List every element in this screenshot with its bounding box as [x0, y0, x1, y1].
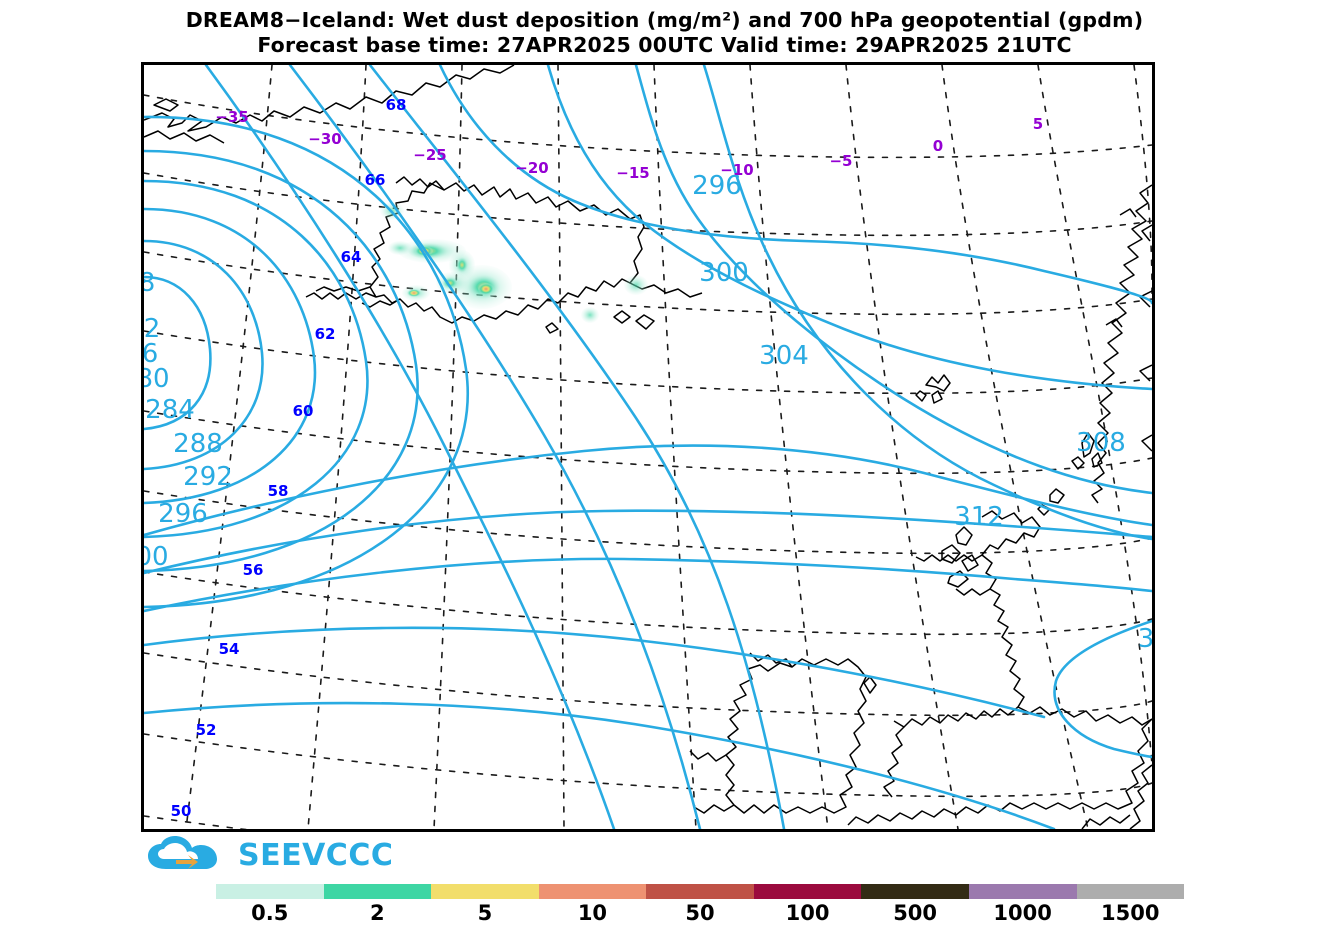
- colorbar-label-10: 10: [577, 901, 608, 925]
- chart-title-block: DREAM8−Iceland: Wet dust deposition (mg/…: [0, 8, 1329, 58]
- contour-label-clip-00: 00: [144, 542, 169, 572]
- contour-label-296-west: 296: [158, 499, 208, 529]
- colorbar-segment-5: [753, 884, 862, 899]
- colorbar-tick-labels: 0.5 2 5 10 50 100 500 1000 1500: [216, 901, 1184, 925]
- lon-label-5: 5: [1033, 115, 1043, 133]
- title-line-times: Forecast base time: 27APR2025 00UTC Vali…: [257, 33, 1072, 57]
- map-canvas: −35 −30 −25 −20 −15 −10 −5 0 5 68 66 64 …: [144, 65, 1152, 829]
- contour-labels: 8 2 6 80 284 288 292 296 00 296 300 304 …: [144, 171, 1152, 654]
- lon-label--15: −15: [616, 164, 649, 182]
- contour-label-clip-2: 2: [144, 314, 160, 344]
- contour-label-clip-6: 6: [144, 339, 158, 369]
- contour-label-304: 304: [759, 341, 809, 371]
- longitude-labels: −35 −30 −25 −20 −15 −10 −5 0 5: [215, 108, 1043, 182]
- contour-label-clip-3: 3: [1138, 624, 1152, 654]
- lon-label--30: −30: [308, 130, 341, 148]
- colorbar-segment-8: [1076, 884, 1185, 899]
- lon-label--35: −35: [215, 108, 248, 126]
- lat-label-66: 66: [365, 171, 386, 189]
- lon-label--5: −5: [829, 152, 852, 170]
- seevccc-logo: SEEVCCC: [146, 833, 393, 879]
- lat-label-50: 50: [171, 802, 192, 820]
- coastlines: [144, 65, 1152, 829]
- title-line-primary: DREAM8−Iceland: Wet dust deposition (mg/…: [185, 8, 1144, 32]
- colorbar-block: 0.5 2 5 10 50 100 500 1000 1500: [216, 884, 1185, 925]
- colorbar-segment-0: [216, 884, 324, 899]
- lon-label--10: −10: [720, 161, 753, 179]
- graticule-longitude: [185, 65, 1152, 829]
- colorbar-label-1000: 1000: [993, 901, 1052, 925]
- colorbar-label-0.5: 0.5: [251, 901, 289, 925]
- contour-label-296: 296: [692, 171, 742, 201]
- colorbar-segment-3: [538, 884, 647, 899]
- colorbar-label-100: 100: [785, 901, 830, 925]
- lat-label-54: 54: [219, 640, 240, 658]
- lon-label--25: −25: [413, 146, 446, 164]
- lat-label-60: 60: [293, 402, 314, 420]
- colorbar-label-1500: 1500: [1100, 901, 1160, 925]
- lat-label-52: 52: [196, 721, 217, 739]
- geopotential-contours: [144, 65, 1152, 829]
- latitude-labels: 68 66 64 62 60 58 56 54 52 50: [171, 96, 407, 820]
- lat-label-56: 56: [243, 561, 264, 579]
- lat-label-62: 62: [315, 325, 336, 343]
- colorbar-segment-1: [323, 884, 432, 899]
- cloud-icon: [148, 836, 217, 869]
- map-panel: −35 −30 −25 −20 −15 −10 −5 0 5 68 66 64 …: [141, 62, 1155, 832]
- lat-label-64: 64: [341, 248, 362, 266]
- contour-label-292: 292: [183, 462, 233, 492]
- colorbar-segment-4: [646, 884, 754, 899]
- colorbar-strip: [216, 884, 1185, 899]
- contour-label-312: 312: [954, 502, 1004, 532]
- colorbar-segment-6: [861, 884, 969, 899]
- colorbar-label-500: 500: [893, 901, 938, 925]
- colorbar-label-50: 50: [685, 901, 715, 925]
- contour-label-clip-8: 8: [144, 268, 155, 298]
- contour-label-clip-80: 80: [144, 364, 170, 394]
- colorbar-label-2: 2: [370, 901, 385, 925]
- lon-label-0: 0: [933, 137, 943, 155]
- arrow-icon: [176, 855, 198, 869]
- logo-text: SEEVCCC: [238, 838, 394, 873]
- contour-label-300: 300: [699, 258, 749, 288]
- colorbar-segment-7: [968, 884, 1077, 899]
- colorbar-label-5: 5: [477, 901, 493, 925]
- colorbar-segment-2: [431, 884, 539, 899]
- contour-label-308: 308: [1076, 428, 1126, 458]
- lat-label-58: 58: [268, 482, 289, 500]
- graticule-latitude: [144, 94, 1152, 829]
- contour-label-284: 284: [145, 395, 195, 425]
- lon-label--20: −20: [515, 159, 548, 177]
- contour-label-288: 288: [173, 429, 223, 459]
- lat-label-68: 68: [386, 96, 407, 114]
